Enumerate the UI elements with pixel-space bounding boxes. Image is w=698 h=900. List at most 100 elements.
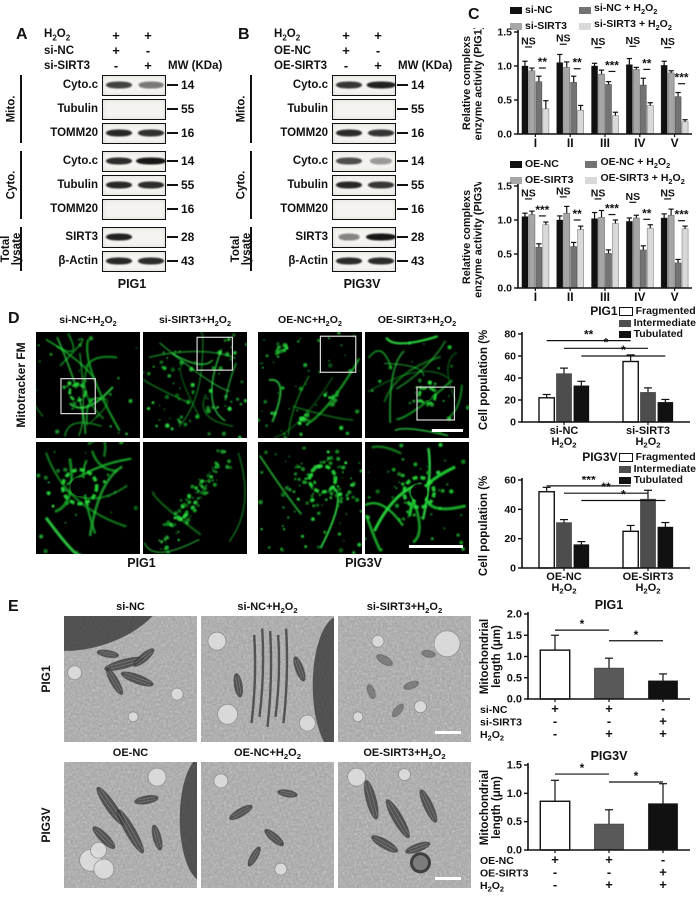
legend-label: OE-SIRT3 + H2O2 xyxy=(600,172,685,187)
mito-fragment xyxy=(338,465,342,468)
mito-fragment xyxy=(62,385,67,390)
mito-fragment xyxy=(442,400,445,403)
mito-fragment xyxy=(175,393,180,398)
mito-filament xyxy=(394,428,449,437)
mito-fragment xyxy=(232,333,236,337)
mito-fragment xyxy=(265,424,268,427)
mitochondrion xyxy=(92,826,116,850)
mito-fragment xyxy=(173,511,178,516)
fluorescence-zoom-oe-sirt3-h2o2 xyxy=(365,442,469,554)
y-tick-label: 1.5 xyxy=(507,760,522,772)
mito-fragment xyxy=(206,491,209,494)
cristae xyxy=(424,653,433,656)
y-tick-label: 0 xyxy=(510,563,516,575)
legend-title: PIG1 xyxy=(590,304,618,318)
cristae xyxy=(370,686,375,696)
mito-fragment xyxy=(125,432,128,436)
protein-band xyxy=(366,233,396,241)
mito-fragment xyxy=(209,475,214,479)
mito-fragment xyxy=(336,504,340,508)
mito-fragment xyxy=(211,366,216,371)
mito-fragment xyxy=(280,548,285,553)
mito-fragment xyxy=(55,429,60,434)
mito-fragment xyxy=(215,464,220,469)
protein-label: SIRT3 xyxy=(65,231,98,243)
y-tick-label: 0.5 xyxy=(507,816,522,828)
chart-cell-population-pig3v: PIG3V Fragmented Intermediate Tubulated 0 20 4… xyxy=(476,451,698,598)
mito-fragment xyxy=(177,418,180,422)
mito-fragment xyxy=(358,461,361,464)
mito-fragment xyxy=(230,400,233,403)
inset-box xyxy=(196,336,234,371)
mito-fragment xyxy=(174,350,177,353)
mito-fragment xyxy=(216,449,220,453)
blot-group-bracket xyxy=(20,75,22,143)
mitochondrion xyxy=(403,680,420,690)
sig-label: * xyxy=(634,769,639,783)
vesicle xyxy=(170,687,184,701)
mito-fragment xyxy=(178,420,182,424)
bar xyxy=(570,246,578,289)
mito-fragment xyxy=(166,520,170,524)
x-category-label: I xyxy=(534,290,537,304)
legend-label: Intermediate xyxy=(633,316,696,329)
mito-fragment xyxy=(332,398,338,403)
mito-fragment xyxy=(446,483,449,486)
mito-fragment xyxy=(420,516,423,519)
mito-fragment xyxy=(200,332,203,334)
mw-tick xyxy=(167,184,178,186)
mito-fragment xyxy=(461,547,465,551)
mitochondrion xyxy=(293,656,306,682)
scale-bar xyxy=(435,877,461,880)
mito-fragment xyxy=(324,498,328,501)
protein-band xyxy=(336,257,362,265)
cristae xyxy=(124,672,151,683)
legend-label: si-NC + H2O2 xyxy=(594,2,658,17)
mito-fragment xyxy=(128,399,133,404)
mito-fragment xyxy=(296,497,300,501)
condition-symbol: + xyxy=(112,43,120,58)
chart-legend: OE-NC OE-NC + H2O2 OE-SIRT3 OE-SIRT3 + H2O2 xyxy=(510,156,697,188)
x-category-label: V xyxy=(671,136,679,150)
e-column-header: si-SIRT3+H2O2 xyxy=(366,601,443,616)
fluorescence-render xyxy=(143,332,247,438)
condition-symbol: + xyxy=(112,28,120,43)
mito-fragment xyxy=(338,492,343,497)
cristae xyxy=(235,676,239,695)
er-lamella xyxy=(250,634,257,724)
mito-fragment xyxy=(258,418,260,423)
y-tick-label: 1.0 xyxy=(497,215,512,227)
x-category-label: I xyxy=(534,136,537,150)
mito-fragment xyxy=(338,499,343,504)
mito-fragment xyxy=(391,495,395,499)
mito-fragment xyxy=(393,485,396,488)
sig-label: NS xyxy=(556,33,571,45)
mito-fragment xyxy=(170,367,175,372)
mito-fragment xyxy=(198,478,200,481)
cristae xyxy=(106,657,140,668)
mito-fragment xyxy=(243,398,247,403)
mito-fragment xyxy=(46,491,51,496)
sig-label: NS xyxy=(521,187,536,199)
mito-fragment xyxy=(351,483,355,487)
mito-fragment xyxy=(159,360,164,364)
legend-entries: OE-NC OE-NC + H2O2 OE-SIRT3 OE-SIRT3 + H2O2 xyxy=(510,156,685,188)
bar xyxy=(622,530,639,569)
mito-fragment xyxy=(311,486,314,490)
mito-fragment xyxy=(179,415,183,419)
sig-label: NS xyxy=(660,36,675,48)
legend-swatch xyxy=(510,160,522,168)
mito-fragment xyxy=(225,464,230,469)
mito-fragment xyxy=(39,534,44,539)
y-tick-label: 1.0 xyxy=(507,651,522,663)
vesicle xyxy=(371,634,385,648)
chart-complex-activity-pig1: si-NC si-NC + H2O2 si-SIRT3 si-SIRT3 + H2O2… xyxy=(460,0,698,154)
mito-fragment xyxy=(211,468,214,471)
y-axis-label: enzyme activity (PIG1) xyxy=(473,28,485,140)
cristae xyxy=(117,812,141,852)
condition-symbol: - xyxy=(113,58,119,73)
blot-row: Tubulin 55 xyxy=(252,173,460,197)
y-tick-label: 20 xyxy=(504,395,516,407)
